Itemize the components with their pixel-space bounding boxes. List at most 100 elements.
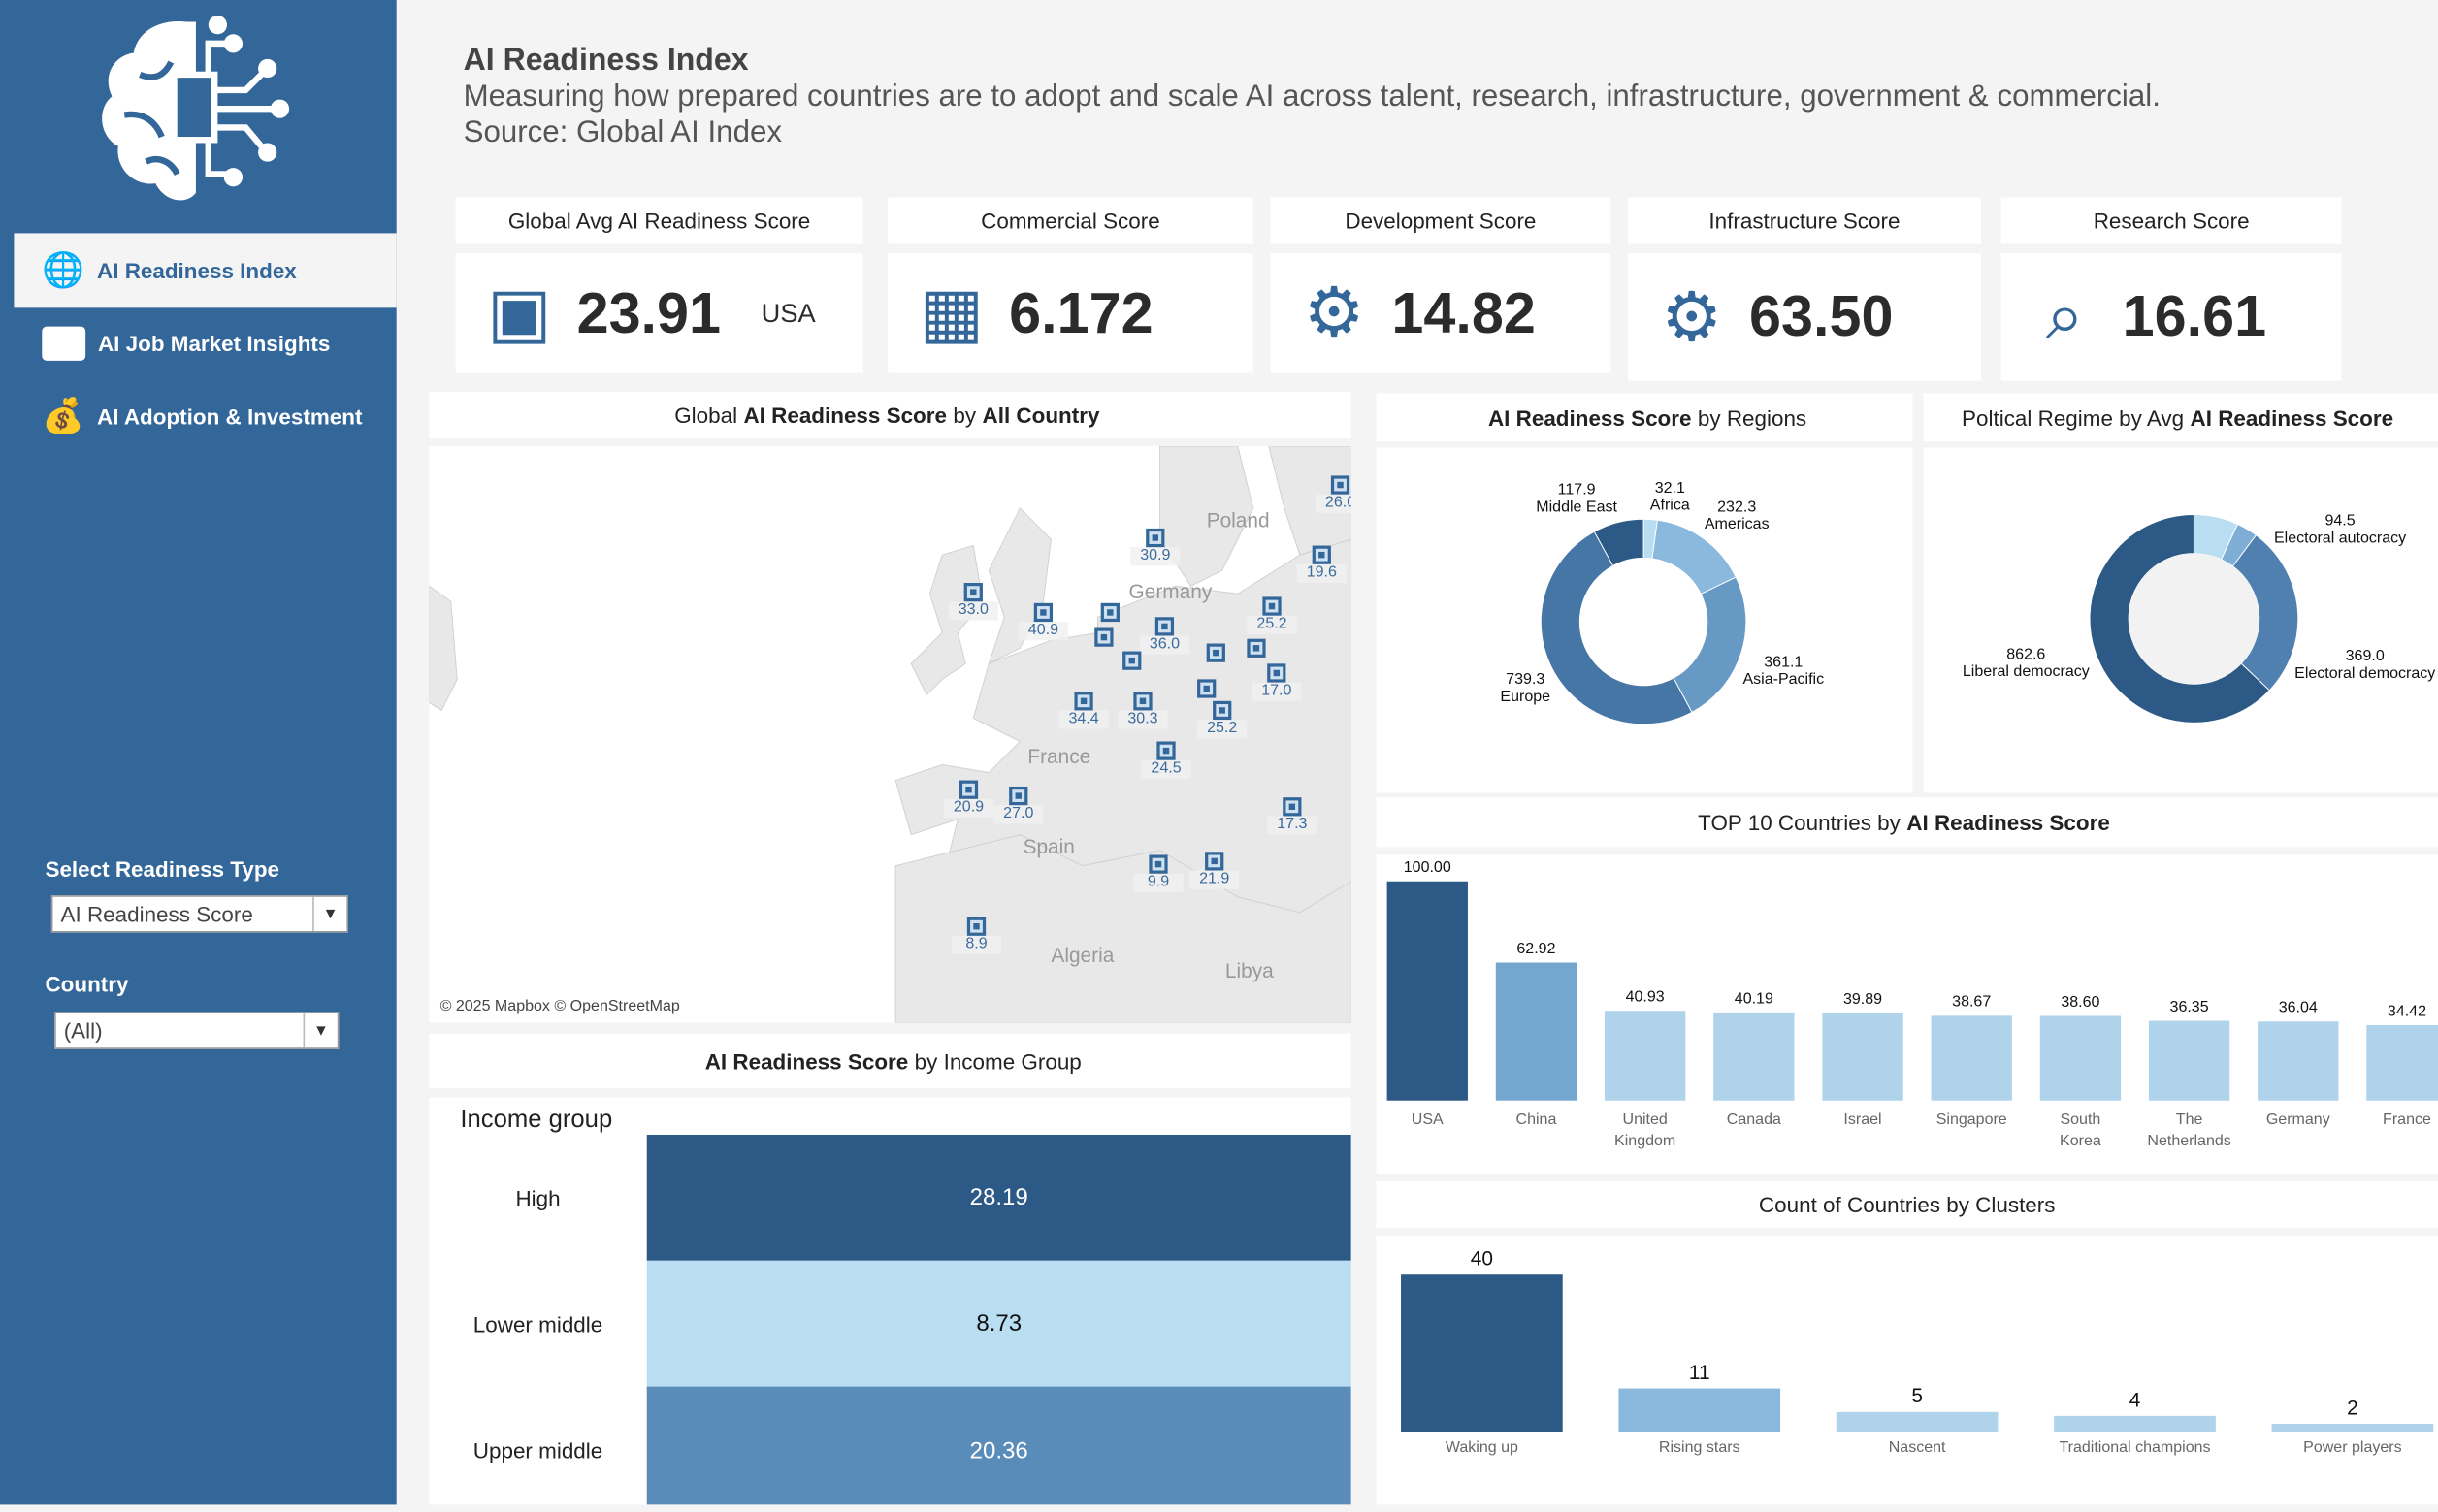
- ai-chip-icon: [1074, 692, 1093, 711]
- bar-value-label: 5: [1911, 1385, 1923, 1407]
- bar[interactable]: [1386, 881, 1468, 1101]
- map-place-label: France: [1027, 744, 1091, 768]
- map-marker-value: 33.0: [948, 601, 998, 621]
- sidebar: 🌐 AI Readiness Index AI Job Market Insig…: [0, 0, 397, 1505]
- bar-value-label: 11: [1689, 1362, 1710, 1384]
- kpi-card: ⚙ 63.50: [1628, 253, 1981, 381]
- bar[interactable]: [2148, 1020, 2230, 1101]
- map-attribution[interactable]: © 2025 Mapbox © OpenStreetMap: [435, 997, 685, 1015]
- bar[interactable]: [2366, 1024, 2438, 1101]
- donut-hole: [2129, 553, 2259, 685]
- map-marker[interactable]: [1091, 627, 1117, 653]
- kpi-value: 23.91: [576, 280, 722, 344]
- bar[interactable]: [2054, 1415, 2216, 1432]
- nav-ai-readiness-index[interactable]: 🌐 AI Readiness Index: [14, 233, 397, 308]
- map-marker[interactable]: 26.0: [1315, 475, 1351, 513]
- bar[interactable]: [2271, 1423, 2434, 1432]
- category-label: Nascent: [1889, 1438, 1946, 1456]
- category-label: Israel: [1843, 1110, 1881, 1128]
- kpi-title: Development Score: [1270, 197, 1611, 244]
- page-source: Source: Global AI Index: [463, 114, 782, 149]
- map-marker[interactable]: [1203, 643, 1228, 669]
- ai-chip-icon: [1312, 545, 1331, 564]
- bar[interactable]: [1713, 1012, 1795, 1101]
- kpi-title: Infrastructure Score: [1628, 197, 1981, 244]
- income-title: AI Readiness Score by Income Group: [429, 1033, 1351, 1088]
- map-marker[interactable]: 34.4: [1058, 692, 1109, 729]
- map-marker[interactable]: [1194, 679, 1219, 704]
- bar[interactable]: [1495, 962, 1577, 1101]
- map-marker[interactable]: 24.5: [1141, 741, 1191, 779]
- category-label: Rising stars: [1659, 1438, 1740, 1456]
- nav-ai-job-market-insights[interactable]: AI Job Market Insights: [14, 306, 396, 381]
- ai-chip-icon: [1267, 663, 1286, 683]
- bar-value-label: 100.00: [1404, 858, 1451, 876]
- map-marker[interactable]: 36.0: [1139, 617, 1190, 655]
- bar[interactable]: [2258, 1021, 2339, 1101]
- ai-chip-icon: [1213, 700, 1232, 721]
- bar-value-label: 38.67: [1952, 993, 1991, 1011]
- map-marker-value: 30.3: [1118, 710, 1168, 729]
- map-marker[interactable]: 17.3: [1267, 797, 1317, 835]
- income-bar[interactable]: 8.73: [646, 1260, 1351, 1387]
- bar[interactable]: [2039, 1015, 2122, 1101]
- ai-chip-icon: [1156, 741, 1176, 760]
- kpi-card: ▦ 6.172: [888, 253, 1253, 373]
- regions-donut-panel: 32.1 Africa 232.3 Americas 361.1 Asia-Pacific…: [1376, 447, 1913, 793]
- income-bar[interactable]: 20.36: [646, 1386, 1351, 1505]
- map-marker[interactable]: [1098, 602, 1123, 628]
- map-marker[interactable]: 20.9: [943, 780, 994, 819]
- bar[interactable]: [1618, 1388, 1781, 1432]
- page-title: AI Readiness Index: [463, 43, 749, 79]
- map-marker[interactable]: 27.0: [993, 786, 1044, 824]
- briefcase-icon: [42, 326, 86, 361]
- nav-ai-adoption-investment[interactable]: 💰 AI Adoption & Investment: [42, 396, 363, 435]
- bar[interactable]: [1401, 1274, 1563, 1432]
- city-gear-icon: ⚙: [1661, 278, 1723, 356]
- category-label: United Kingdom: [1614, 1110, 1675, 1149]
- map-marker-value: 9.9: [1133, 873, 1184, 892]
- ai-chip-icon: [1146, 528, 1165, 548]
- country-map[interactable]: Germany Poland France Spain Algeria Libya 26.…: [429, 445, 1351, 1023]
- income-bar[interactable]: 28.19: [646, 1134, 1351, 1261]
- map-marker-value: 20.9: [943, 798, 994, 819]
- map-marker[interactable]: 33.0: [948, 583, 998, 621]
- map-marker[interactable]: 25.2: [1247, 596, 1297, 634]
- top10-bar-chart: 100.00 USA 62.92 China 40.93 United Kingdom 40.…: [1386, 858, 2438, 1149]
- kpi-card: ▣ 23.91 USA: [455, 253, 863, 373]
- map-marker[interactable]: 21.9: [1189, 852, 1240, 889]
- category-label: Germany: [2266, 1110, 2330, 1128]
- map-marker[interactable]: [1120, 651, 1145, 677]
- map-marker[interactable]: 30.9: [1130, 528, 1181, 566]
- map-marker[interactable]: [1244, 638, 1269, 664]
- bar[interactable]: [1931, 1015, 2012, 1101]
- bar[interactable]: [1604, 1011, 1686, 1101]
- kpi-card: ⌕ 16.61: [2000, 253, 2342, 381]
- donut-slice[interactable]: [1593, 518, 1644, 567]
- bar-value-label: 62.92: [1516, 940, 1555, 957]
- country-dropdown[interactable]: (All) ▼: [54, 1012, 340, 1049]
- ai-chip-icon: [1009, 786, 1028, 806]
- slice-label: Middle East: [1536, 498, 1617, 515]
- map-marker[interactable]: 17.0: [1252, 663, 1302, 701]
- category-label: South Korea: [2060, 1110, 2101, 1149]
- slice-label: Electoral autocracy: [2274, 529, 2406, 546]
- map-place-label: Algeria: [1051, 943, 1115, 967]
- ai-chip-icon: [959, 780, 979, 799]
- income-category: High: [515, 1185, 561, 1210]
- map-marker[interactable]: 19.6: [1296, 545, 1347, 584]
- map-marker[interactable]: 40.9: [1018, 602, 1069, 641]
- readiness-type-dropdown[interactable]: AI Readiness Score ▼: [50, 895, 349, 933]
- map-marker[interactable]: 30.3: [1118, 692, 1168, 729]
- map-marker-value: 21.9: [1189, 870, 1240, 889]
- map-marker-value: 19.6: [1296, 563, 1347, 584]
- map-marker[interactable]: 9.9: [1133, 854, 1184, 892]
- slice-label: Asia-Pacific: [1742, 670, 1824, 688]
- bar[interactable]: [1822, 1013, 1903, 1101]
- ai-chip-icon: [1149, 854, 1168, 874]
- slice-value: 232.3: [1717, 498, 1756, 515]
- income-category: Upper middle: [472, 1436, 603, 1463]
- map-marker[interactable]: 25.2: [1197, 700, 1248, 739]
- map-marker[interactable]: 8.9: [951, 917, 1002, 955]
- bar[interactable]: [1836, 1411, 1999, 1432]
